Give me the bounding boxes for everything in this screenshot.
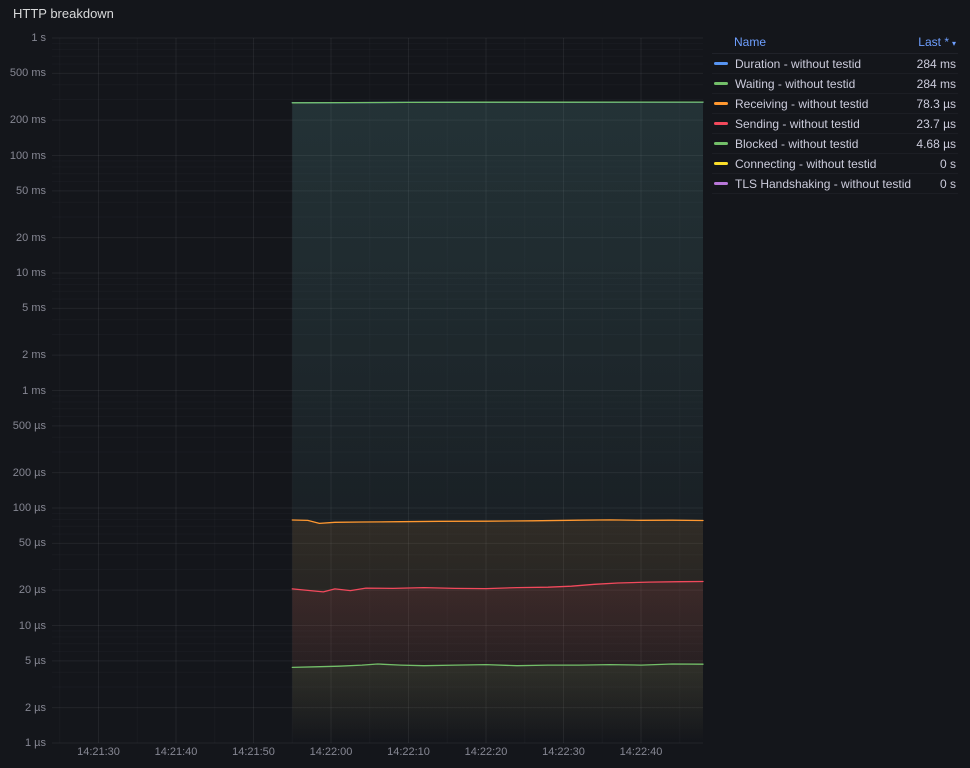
series-last-value: 0 s bbox=[939, 176, 956, 191]
series-label[interactable]: Waiting - without testid bbox=[735, 76, 856, 91]
y-axis-label: 1 ms bbox=[22, 384, 46, 397]
x-axis-label: 14:21:40 bbox=[154, 746, 198, 758]
sort-desc-icon: ▾ bbox=[951, 39, 956, 48]
series-label[interactable]: Blocked - without testid bbox=[735, 136, 859, 151]
series-last-value: 78.3 µs bbox=[916, 96, 956, 111]
legend-row[interactable]: Blocked - without testid 4.68 µs bbox=[712, 134, 958, 154]
y-axis-label: 20 µs bbox=[18, 584, 46, 597]
y-axis-label: 10 µs bbox=[18, 619, 46, 632]
series-color-icon bbox=[714, 62, 728, 65]
series-last-value: 4.68 µs bbox=[916, 136, 956, 151]
y-axis-label: 50 ms bbox=[16, 184, 46, 197]
y-axis-label: 1 s bbox=[31, 32, 46, 44]
y-axis-label: 100 ms bbox=[9, 149, 46, 162]
series-last-value: 284 ms bbox=[916, 76, 956, 91]
x-axis-label: 14:22:00 bbox=[309, 746, 353, 758]
series-label[interactable]: Sending - without testid bbox=[735, 116, 860, 131]
y-axis-label: 1 µs bbox=[24, 737, 46, 749]
x-axis-label: 14:21:50 bbox=[232, 746, 275, 758]
legend-value-header[interactable]: Last * bbox=[918, 35, 949, 49]
y-axis-label: 50 µs bbox=[18, 537, 46, 550]
series-color-icon bbox=[714, 102, 728, 105]
legend-row[interactable]: Connecting - without testid 0 s bbox=[712, 154, 958, 174]
legend-row[interactable]: TLS Handshaking - without testid 0 s bbox=[712, 174, 958, 194]
legend-name-header[interactable]: Name bbox=[734, 35, 767, 49]
legend-rows: Duration - without testid 284 ms Waiting -… bbox=[712, 54, 958, 194]
series-label[interactable]: TLS Handshaking - without testid bbox=[735, 176, 912, 191]
series-color-icon bbox=[714, 82, 728, 85]
legend-row[interactable]: Sending - without testid 23.7 µs bbox=[712, 114, 958, 134]
x-axis-label: 14:22:10 bbox=[387, 746, 430, 758]
y-axis-label: 500 µs bbox=[12, 419, 46, 432]
series-last-value: 23.7 µs bbox=[916, 116, 956, 131]
series-line bbox=[291, 580, 704, 593]
y-axis-label: 200 µs bbox=[12, 466, 46, 479]
y-axis-label: 500 ms bbox=[9, 67, 46, 80]
series-color-icon bbox=[714, 162, 728, 165]
y-axis-label: 100 µs bbox=[12, 502, 46, 514]
legend-row[interactable]: Waiting - without testid 284 ms bbox=[712, 74, 958, 94]
series-label[interactable]: Receiving - without testid bbox=[735, 96, 869, 111]
y-axis-label: 5 ms bbox=[22, 302, 46, 315]
series-color-icon bbox=[714, 182, 728, 185]
series-color-icon bbox=[714, 142, 728, 145]
y-axis-label: 2 µs bbox=[24, 701, 46, 714]
series-label[interactable]: Duration - without testid bbox=[735, 56, 862, 71]
y-axis-label: 2 ms bbox=[22, 349, 46, 362]
series-line bbox=[291, 101, 704, 104]
x-axis-label: 14:22:30 bbox=[542, 746, 585, 758]
y-axis-label: 5 µs bbox=[24, 654, 46, 667]
series-last-value: 0 s bbox=[939, 156, 956, 171]
series-last-value: 284 ms bbox=[916, 56, 956, 71]
legend-header: Name Last * ▾ bbox=[712, 33, 958, 54]
series-line bbox=[291, 663, 704, 669]
panel-title[interactable]: HTTP breakdown bbox=[13, 6, 114, 21]
series-label[interactable]: Connecting - without testid bbox=[735, 156, 877, 171]
series-area bbox=[292, 664, 703, 743]
legend-row[interactable]: Duration - without testid 284 ms bbox=[712, 54, 958, 74]
series-color-icon bbox=[714, 122, 728, 125]
x-axis-label: 14:22:40 bbox=[619, 746, 663, 758]
legend-row[interactable]: Receiving - without testid 78.3 µs bbox=[712, 94, 958, 114]
x-axis-label: 14:21:30 bbox=[77, 746, 120, 758]
y-axis-label: 200 ms bbox=[9, 114, 46, 127]
x-axis-label: 14:22:20 bbox=[464, 746, 508, 758]
y-axis-label: 10 ms bbox=[16, 267, 46, 279]
legend-table: Name Last * ▾ Duration - without testid 28… bbox=[712, 33, 958, 194]
legend-sort-header[interactable]: Last * ▾ bbox=[918, 35, 956, 49]
y-axis-label: 20 ms bbox=[16, 231, 46, 244]
series-line bbox=[291, 519, 704, 525]
